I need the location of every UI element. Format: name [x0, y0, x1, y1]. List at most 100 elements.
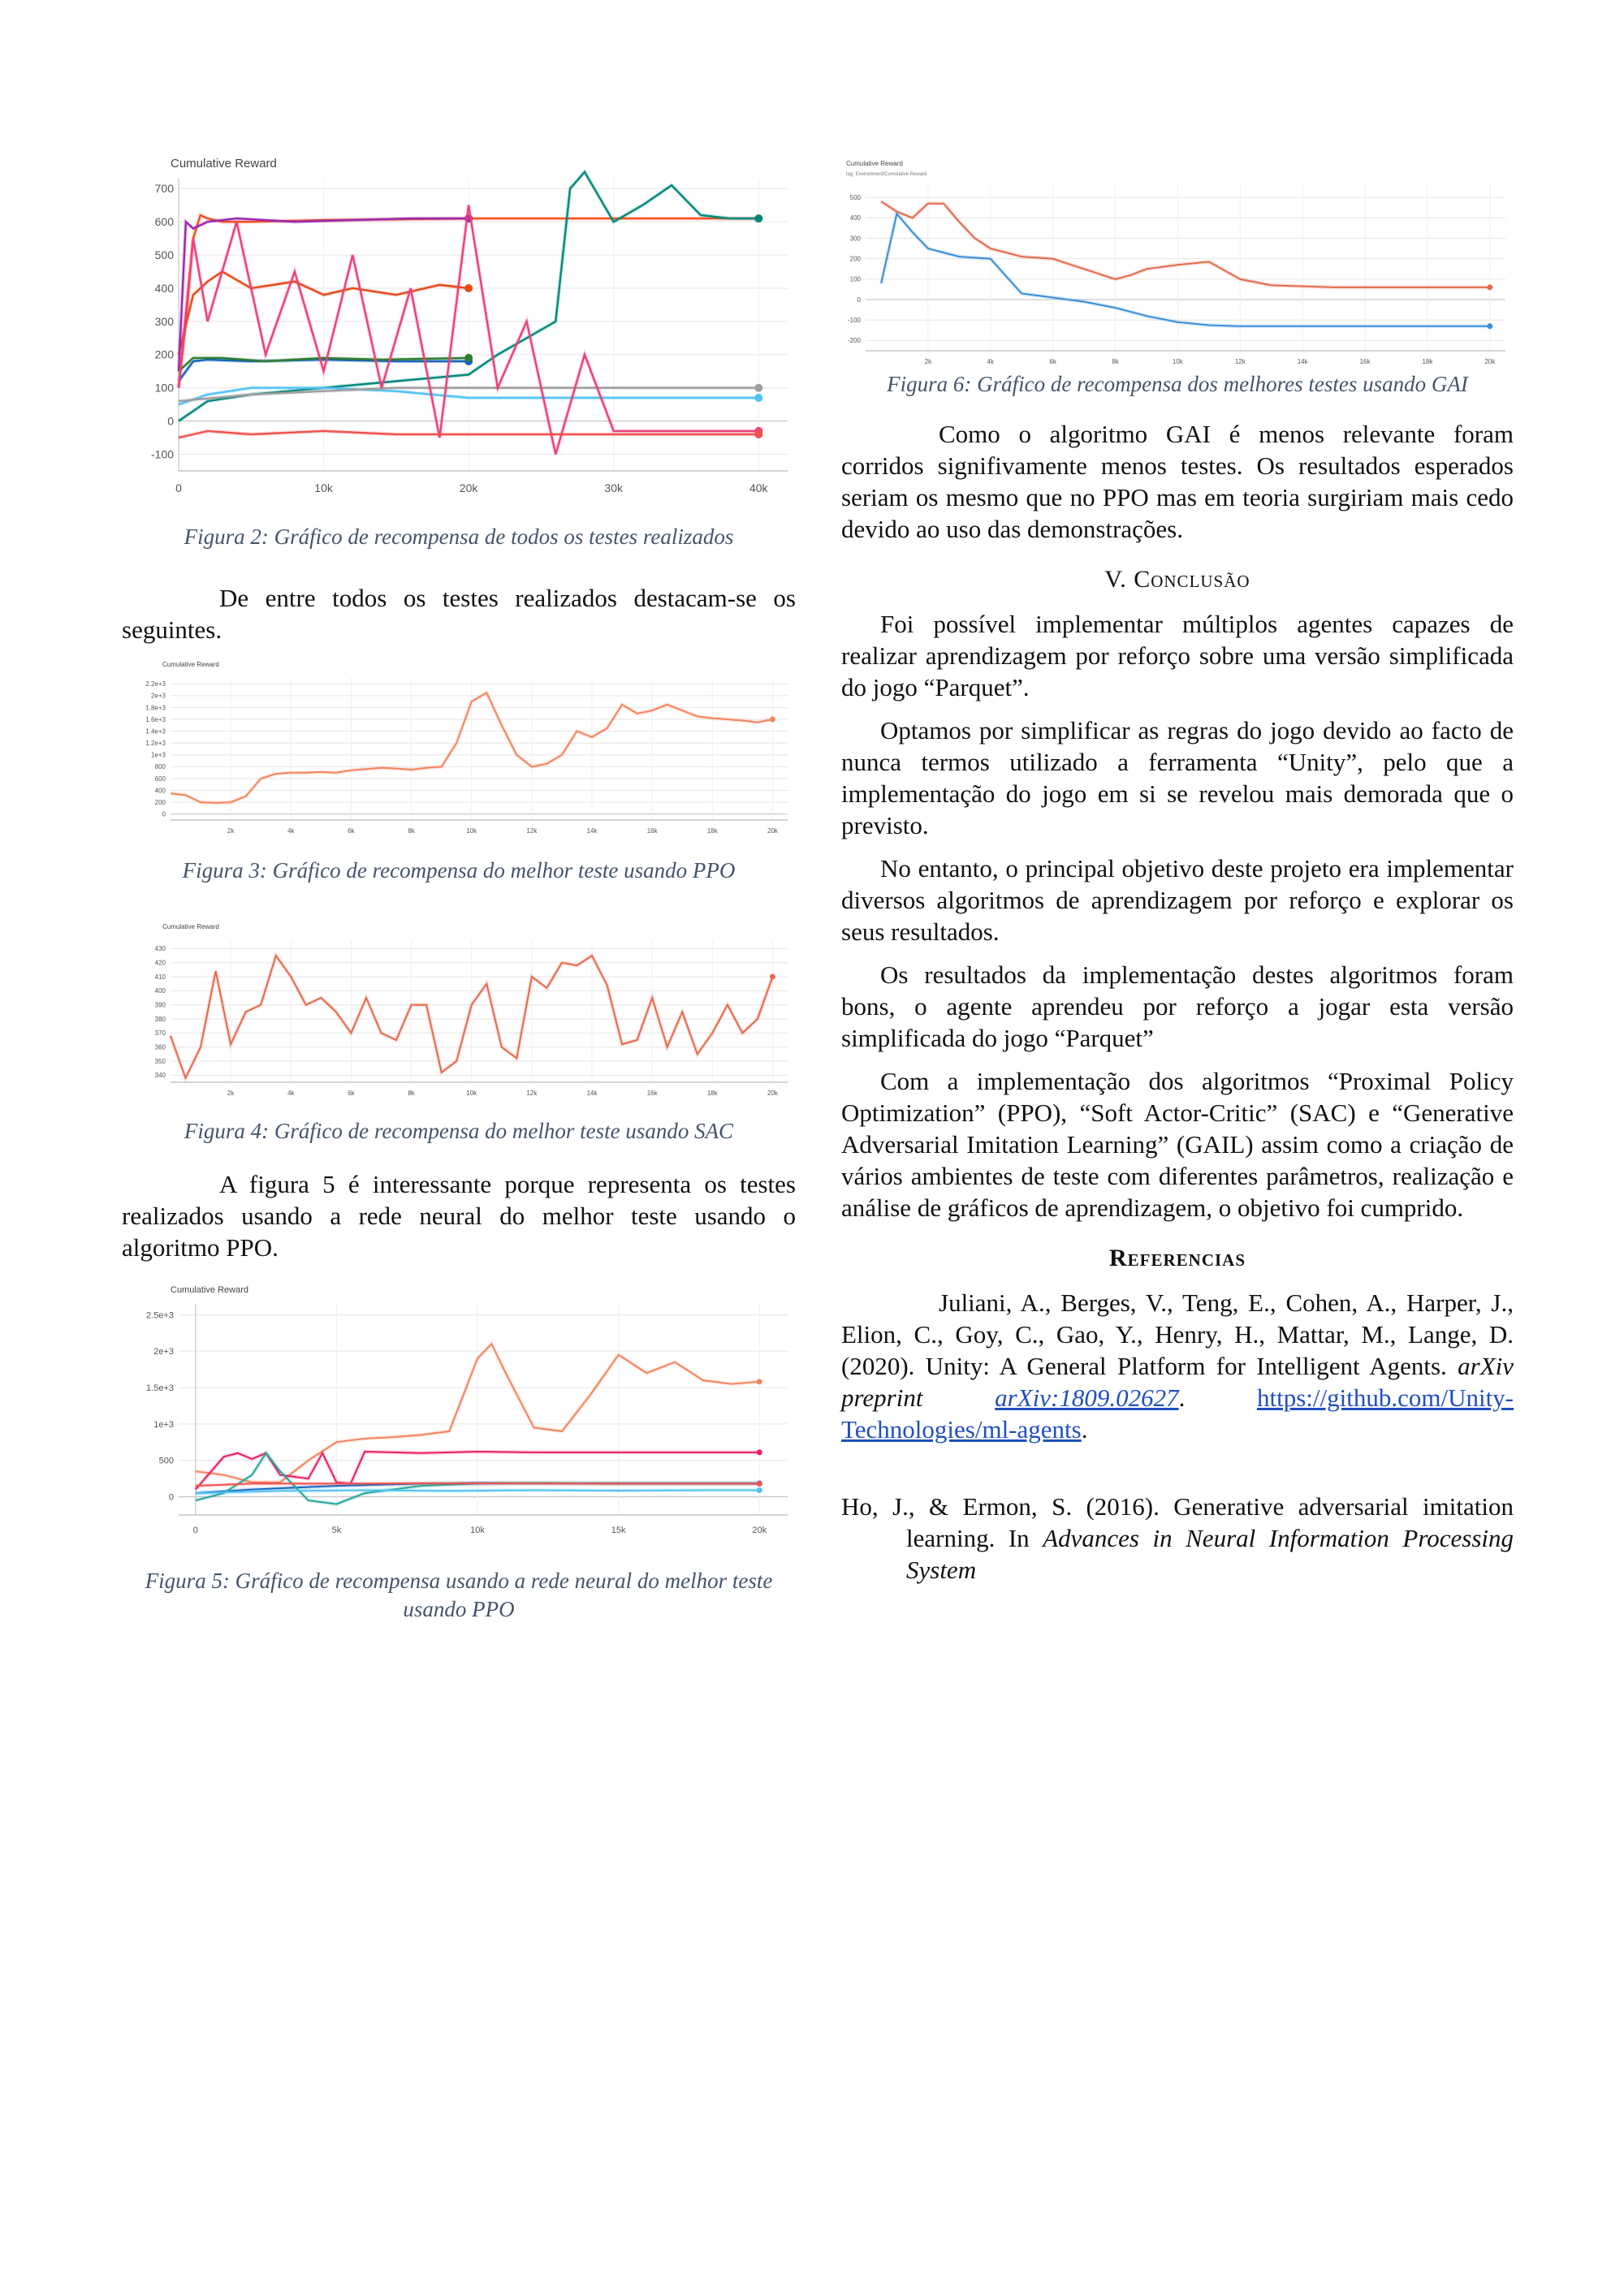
chart-title: Cumulative Reward	[171, 1285, 248, 1295]
y-tick-label: 2e+3	[151, 693, 166, 700]
series-end-point	[756, 1449, 762, 1456]
series-shadow	[879, 200, 1490, 290]
series-line	[880, 212, 1490, 327]
figure-2-caption: Figura 2: Gráfico de recompensa de todos…	[184, 524, 734, 549]
chart-title: Cumulative Reward	[171, 157, 277, 170]
x-tick-label: 20k	[1484, 358, 1496, 365]
series-line	[178, 356, 469, 373]
x-tick-label: 4k	[287, 1090, 295, 1097]
y-tick-label: 0	[857, 296, 862, 304]
series-line	[178, 429, 759, 439]
references-title: Referencias	[1108, 1245, 1246, 1272]
x-tick-label: 16k	[647, 1090, 659, 1097]
reference-1-arxiv-link[interactable]: arXiv:1809.02627	[995, 1383, 1179, 1413]
y-tick-label: 500	[159, 1457, 174, 1466]
y-tick-label: 500	[155, 248, 175, 261]
series-end-point	[756, 1379, 762, 1385]
y-tick-label: 400	[155, 987, 166, 995]
y-tick-label: 1e+3	[153, 1420, 174, 1430]
y-tick-label: 100	[155, 382, 175, 395]
series-end-point	[754, 214, 763, 223]
figure-6-chart: Cumulative Reward tag: Environment/Cumula…	[846, 160, 1505, 365]
x-tick-label: 4k	[987, 358, 995, 365]
series-line	[177, 205, 759, 455]
y-tick-label: 200	[155, 799, 166, 806]
x-tick-label: 6k	[348, 827, 355, 835]
x-tick-label: 0	[193, 1526, 198, 1535]
reference-2-venue: Advances in Neural Information Processin…	[906, 1524, 1514, 1585]
y-tick-label: 1.4e+3	[145, 728, 166, 736]
reference-2-text: Ho, J., & Ermon, S. (2016). Generative a…	[841, 1492, 1514, 1553]
y-tick-label: 100	[850, 276, 862, 283]
x-tick-label: 5k	[332, 1526, 342, 1535]
series-line	[195, 1489, 760, 1495]
x-tick-label: 2k	[227, 827, 235, 835]
x-tick-label: 18k	[1422, 358, 1433, 365]
x-tick-label: 40k	[749, 481, 769, 494]
conclusion-paragraph-2: Optamos por simplificar as regras do jog…	[841, 716, 1514, 840]
y-tick-label: 420	[155, 960, 166, 967]
y-tick-label: 200	[155, 348, 175, 361]
left-column: Cumulative Reward -100 0 100 200 300 400 500 600…	[122, 138, 796, 1624]
series-line	[178, 170, 759, 422]
right-column: Cumulative Reward tag: Environment/Cumula…	[841, 138, 1514, 1586]
y-tick-label: 700	[155, 182, 175, 195]
figure-5-chart: Cumulative Reward 0 500 1e+3 1.5e+3 2e+3 2.5e+…	[146, 1285, 788, 1535]
section-title: Conclusão	[1134, 566, 1250, 593]
paragraph-gai: Como o algoritmo GAI é menos relevante f…	[841, 420, 1514, 544]
x-tick-label: 20k	[767, 827, 779, 835]
figure-5-caption: Figura 5: Gráfico de recompensa usando a…	[145, 1569, 773, 1622]
x-tick-label: 6k	[1049, 358, 1056, 365]
series-end-point	[754, 430, 763, 438]
references-heading: Referencias	[841, 1245, 1514, 1272]
x-tick-label: 6k	[348, 1090, 355, 1097]
series-line	[178, 386, 759, 403]
series-end-point	[769, 716, 775, 723]
series-shadow	[879, 209, 1490, 329]
y-tick-label: 340	[155, 1072, 166, 1079]
y-tick-label: 2.5e+3	[146, 1311, 174, 1321]
conclusion-paragraph-3: No entanto, o principal objetivo deste p…	[841, 854, 1514, 947]
x-tick-label: 20k	[767, 1090, 779, 1097]
chart-title: Cumulative Reward	[162, 661, 219, 668]
chart-title: Cumulative Reward	[162, 923, 219, 930]
reference-1-venue: arXiv preprint	[841, 1352, 1514, 1413]
series-line	[880, 201, 1490, 288]
figure-4-chart: Cumulative Reward 340 350 360 370 380 390 400 41…	[155, 923, 788, 1097]
series-end-point	[1487, 284, 1493, 291]
reference-1-text: Juliani, A., Berges, V., Teng, E., Cohen…	[841, 1288, 1514, 1381]
figure-4-caption: Figura 4: Gráfico de recompensa do melho…	[184, 1119, 734, 1144]
y-tick-label: 400	[155, 282, 175, 295]
x-tick-label: 20k	[460, 481, 479, 494]
figure-3: Cumulative Reward 0 200 400 600 800 1e+3 1.2e+3…	[122, 645, 796, 885]
series-end-point	[756, 1481, 762, 1487]
figure-4: Cumulative Reward 340 350 360 370 380 390 400 41…	[122, 908, 796, 1146]
y-tick-label: 800	[155, 763, 166, 770]
y-tick-label: 350	[155, 1058, 166, 1065]
series-line	[178, 358, 469, 382]
y-tick-label: 200	[850, 255, 862, 262]
x-tick-label: 18k	[707, 827, 719, 835]
x-tick-label: 2k	[925, 358, 932, 365]
y-tick-label: 400	[155, 787, 166, 794]
x-tick-label: 18k	[707, 1090, 719, 1097]
x-tick-label: 10k	[1173, 358, 1184, 365]
x-tick-label: 10k	[466, 827, 477, 835]
y-tick-label: 500	[850, 194, 862, 201]
y-tick-label: 600	[155, 775, 166, 783]
x-tick-label: 16k	[647, 827, 659, 835]
x-tick-label: 8k	[408, 1090, 415, 1097]
y-tick-label: 360	[155, 1044, 166, 1051]
figure-5: Cumulative Reward 0 500 1e+3 1.5e+3 2e+3 2.5e+…	[122, 1263, 796, 1624]
series-line	[195, 1482, 760, 1487]
series-line	[195, 1342, 760, 1483]
x-tick-label: 30k	[604, 481, 624, 494]
reference-1-github-link[interactable]: https://github.com/Unity-Technologies/ml…	[841, 1383, 1514, 1444]
x-tick-label: 8k	[1112, 358, 1119, 365]
y-tick-label: 0	[169, 1493, 174, 1503]
series-line	[177, 217, 469, 372]
x-tick-label: 0	[175, 481, 182, 494]
series-end-point	[754, 383, 763, 392]
figure-2: Cumulative Reward -100 0 100 200 300 400 500 600…	[122, 138, 796, 551]
figure-6-caption: Figura 6: Gráfico de recompensa dos melh…	[887, 372, 1468, 396]
